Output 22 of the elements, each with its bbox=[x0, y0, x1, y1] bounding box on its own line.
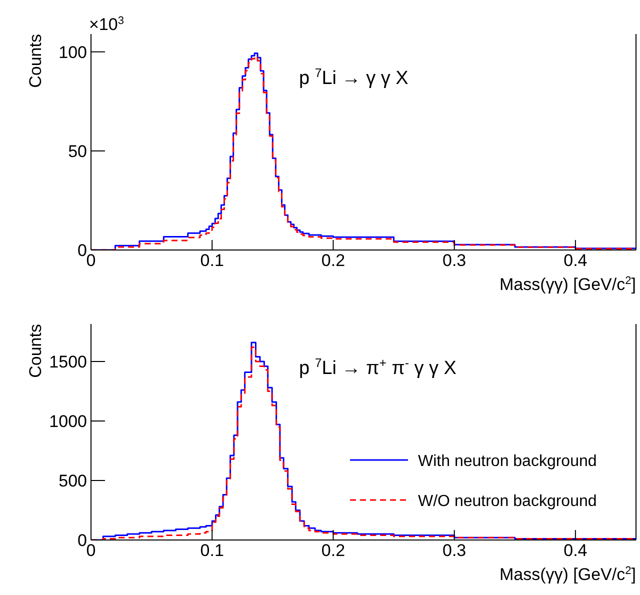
y-axis-title: Counts bbox=[26, 324, 45, 378]
x-tick-label: 0.4 bbox=[564, 251, 588, 270]
x-tick-label: 0.3 bbox=[442, 541, 466, 560]
x-tick-label: 0.2 bbox=[321, 251, 346, 270]
legend-label: With neutron background bbox=[418, 453, 597, 470]
x-axis-title: Mass(γγ) [GeV/c$^{2}$] bbox=[499, 275, 636, 294]
x-axis-title: Mass(γγ) [GeV/c$^{2}$] bbox=[499, 565, 636, 584]
y-tick-label: 100 bbox=[58, 42, 87, 62]
annotation: ×10$^{3}$ bbox=[89, 15, 124, 34]
x-tick-label: 0.3 bbox=[442, 251, 466, 270]
y-tick-label: 500 bbox=[58, 472, 87, 491]
y-tick-label: 50 bbox=[68, 142, 87, 161]
y-tick-label: 1000 bbox=[49, 412, 87, 432]
x-tick-label: 0.1 bbox=[200, 251, 224, 270]
annotation: p $^{7}$Li → γ γ X bbox=[299, 66, 409, 89]
x-tick-label: 0.4 bbox=[564, 541, 588, 560]
legend-label: W/O neutron background bbox=[418, 493, 597, 510]
x-tick-label: 0.2 bbox=[321, 541, 346, 560]
y-tick-label: 1500 bbox=[49, 352, 87, 372]
y-axis-title: Counts bbox=[26, 34, 45, 88]
annotation: p $^{7}$Li → π$^{+}$ π$^{-}$ γ γ X bbox=[299, 356, 457, 379]
x-tick-label: 0.1 bbox=[200, 541, 224, 560]
